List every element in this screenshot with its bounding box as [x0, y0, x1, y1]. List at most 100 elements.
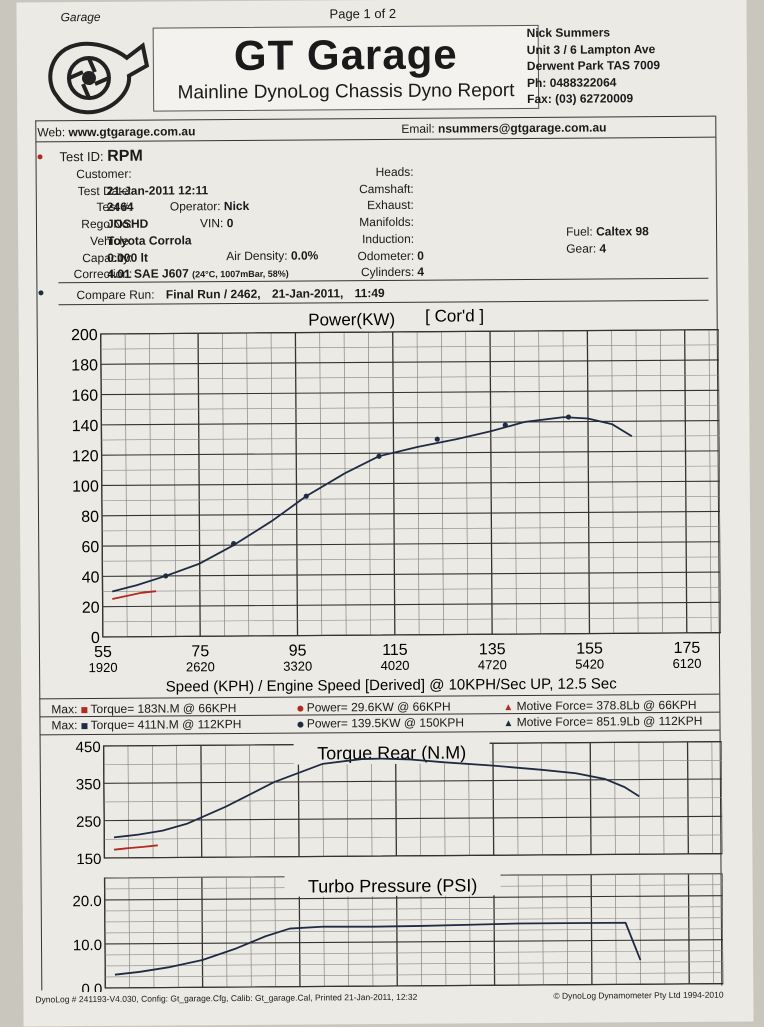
fuel-value: Caltex 98	[596, 224, 649, 239]
grid-hline	[101, 465, 720, 471]
y-tick-label: 150	[76, 851, 101, 865]
odometer-label: Odometer:	[357, 248, 415, 263]
max-power-current: Power= 139.5KW @ 150KPH	[306, 715, 465, 731]
max-force-current: Motive Force= 851.9Lb @ 112KPH	[516, 713, 703, 730]
manifolds-label: Manifolds:	[359, 214, 415, 230]
grid-hline	[101, 374, 720, 380]
grid-hline	[102, 617, 721, 623]
data-point	[565, 414, 572, 420]
air-density-value: 0.0%	[290, 248, 319, 263]
turbo-logo-icon	[48, 41, 150, 115]
x-tick-label: 95	[289, 643, 307, 660]
rpm-tick-label: 5420	[575, 656, 604, 671]
max-torque-current: Torque= 411N.M @ 112KPH	[90, 717, 242, 733]
max-force-compare: Motive Force= 378.8Lb @ 66KPH	[516, 697, 697, 714]
x-tick-label: 155	[576, 640, 603, 657]
grid-hline	[104, 928, 723, 934]
y-tick-label: 250	[76, 814, 101, 831]
grid-hline	[103, 778, 722, 784]
x-tick-label: 55	[94, 644, 112, 661]
vin-value: 0	[226, 216, 234, 231]
grid-hline	[101, 450, 720, 456]
address-street: Unit 3 / 6 Lampton Ave	[526, 41, 656, 57]
series-line-1	[113, 844, 158, 851]
compare-time-value: 11:49	[354, 285, 385, 301]
grid-hline	[101, 435, 720, 441]
y-tick-label: 80	[81, 509, 99, 526]
compare-bullet-icon	[38, 290, 44, 296]
data-point	[303, 493, 309, 499]
footer-info: DynoLog # 241193-V4.030, Config: Gt_gara…	[35, 991, 418, 1005]
series-line-0	[112, 416, 633, 593]
power-chart: Power(KW) [ Cor'd ] 0 20 40 60 80 100 120 140 16…	[71, 306, 722, 696]
induction-label: Induction:	[361, 231, 415, 246]
right-labels: Heads: Camshaft: Exhaust: Manifolds: Ind…	[318, 164, 415, 282]
grid-hline	[102, 526, 721, 532]
correction-detail: (24°C, 1007mBar, 58%)	[192, 268, 289, 280]
rpm-tick-label: 4020	[381, 658, 410, 673]
y-tick-label: 60	[81, 539, 99, 556]
data-point	[231, 541, 237, 547]
data-point	[434, 436, 440, 442]
gear-value: 4	[599, 241, 607, 256]
turbo-chart-title: Turbo Pressure (PSI)	[308, 875, 478, 896]
footer-copyright: © DynoLog Dynamometer Pty Ltd 1994-2010	[553, 989, 724, 1001]
vehicle-value: Toyota Corrola	[107, 233, 192, 248]
rpm-tick-label: 6120	[672, 656, 701, 671]
odometer-value: 0	[417, 248, 424, 263]
torque-chart: Torque Rear (N.M) 150 250 350 450	[76, 739, 723, 865]
camshaft-label: Camshaft:	[359, 181, 414, 196]
red-square-icon	[81, 707, 88, 714]
email-line: Email: nsummers@gtgarage.com.au	[401, 120, 606, 135]
y-tick-label: 40	[82, 569, 100, 586]
web-address: www.gtgarage.com.au	[68, 124, 196, 140]
left-values: 21-Jan-2011 12:11 2464 JOSHD Toyota Corr…	[107, 165, 289, 284]
max-torque-compare: Torque= 183N.M @ 66KPH	[90, 701, 237, 717]
max-row-current-label: Max:	[51, 718, 78, 733]
dyno-report-sheet: Garage Page 1 of 2 GT Garage Mainline Dy…	[16, 0, 754, 1027]
grid-hline	[102, 510, 721, 517]
grid-hline	[104, 906, 723, 912]
y-tick-label: 20	[82, 600, 100, 617]
rpm-tick-label: 1920	[89, 660, 118, 675]
address-fax: Fax: (03) 62720009	[527, 91, 634, 106]
address-name: Nick Summers	[526, 25, 611, 40]
max-row-compare-label: Max:	[51, 702, 78, 717]
vin-line: VIN: 0	[200, 216, 233, 230]
grid-hline	[101, 420, 720, 426]
corner-logo-text: Garage	[60, 9, 101, 25]
x-tick-label: 175	[673, 640, 700, 657]
grid-hline	[104, 797, 723, 803]
fuel-label: Fuel:	[565, 224, 593, 239]
page-number: Page 1 of 2	[329, 5, 397, 22]
email-address: nsummers@gtgarage.com.au	[437, 120, 607, 136]
grid-hline	[101, 389, 720, 396]
y-tick-label: 10.0	[73, 937, 102, 954]
air-density-line: Air Density: 0.0%	[226, 248, 318, 263]
y-tick-label: 0	[91, 630, 100, 647]
email-label: Email:	[401, 121, 435, 136]
right-values: 0 4	[417, 164, 425, 281]
y-tick-label: 20.0	[72, 893, 101, 910]
grid-hline	[101, 496, 720, 501]
red-triangle-icon: ▲	[503, 702, 514, 714]
address-suburb: Derwent Park TAS 7009	[526, 58, 661, 73]
compare-label: Compare Run:	[76, 287, 155, 303]
compare-run-value: Final Run / 2462,	[165, 286, 261, 302]
grid-hline	[105, 972, 724, 978]
operator-value: Nick	[223, 198, 250, 214]
power-chart-subtitle: [ Cor'd ]	[425, 306, 484, 325]
correction-value: 4.01 SAE J607	[107, 266, 189, 282]
grid-hline	[102, 586, 721, 592]
rpm-tick-label: 4720	[478, 657, 507, 672]
grid-hline	[104, 917, 723, 923]
exhaust-label: Exhaust:	[367, 198, 414, 213]
operator-label: Operator:	[169, 199, 221, 214]
torque-chart-title: Torque Rear (N.M)	[317, 742, 466, 763]
y-tick-label: 450	[76, 739, 101, 756]
compare-date-value: 21-Jan-2011,	[271, 286, 344, 301]
grid-hline	[102, 556, 721, 562]
grid-hline	[102, 571, 721, 577]
fuel-line: Fuel: Caltex 98	[566, 224, 649, 239]
y-tick-label: 350	[76, 776, 101, 793]
